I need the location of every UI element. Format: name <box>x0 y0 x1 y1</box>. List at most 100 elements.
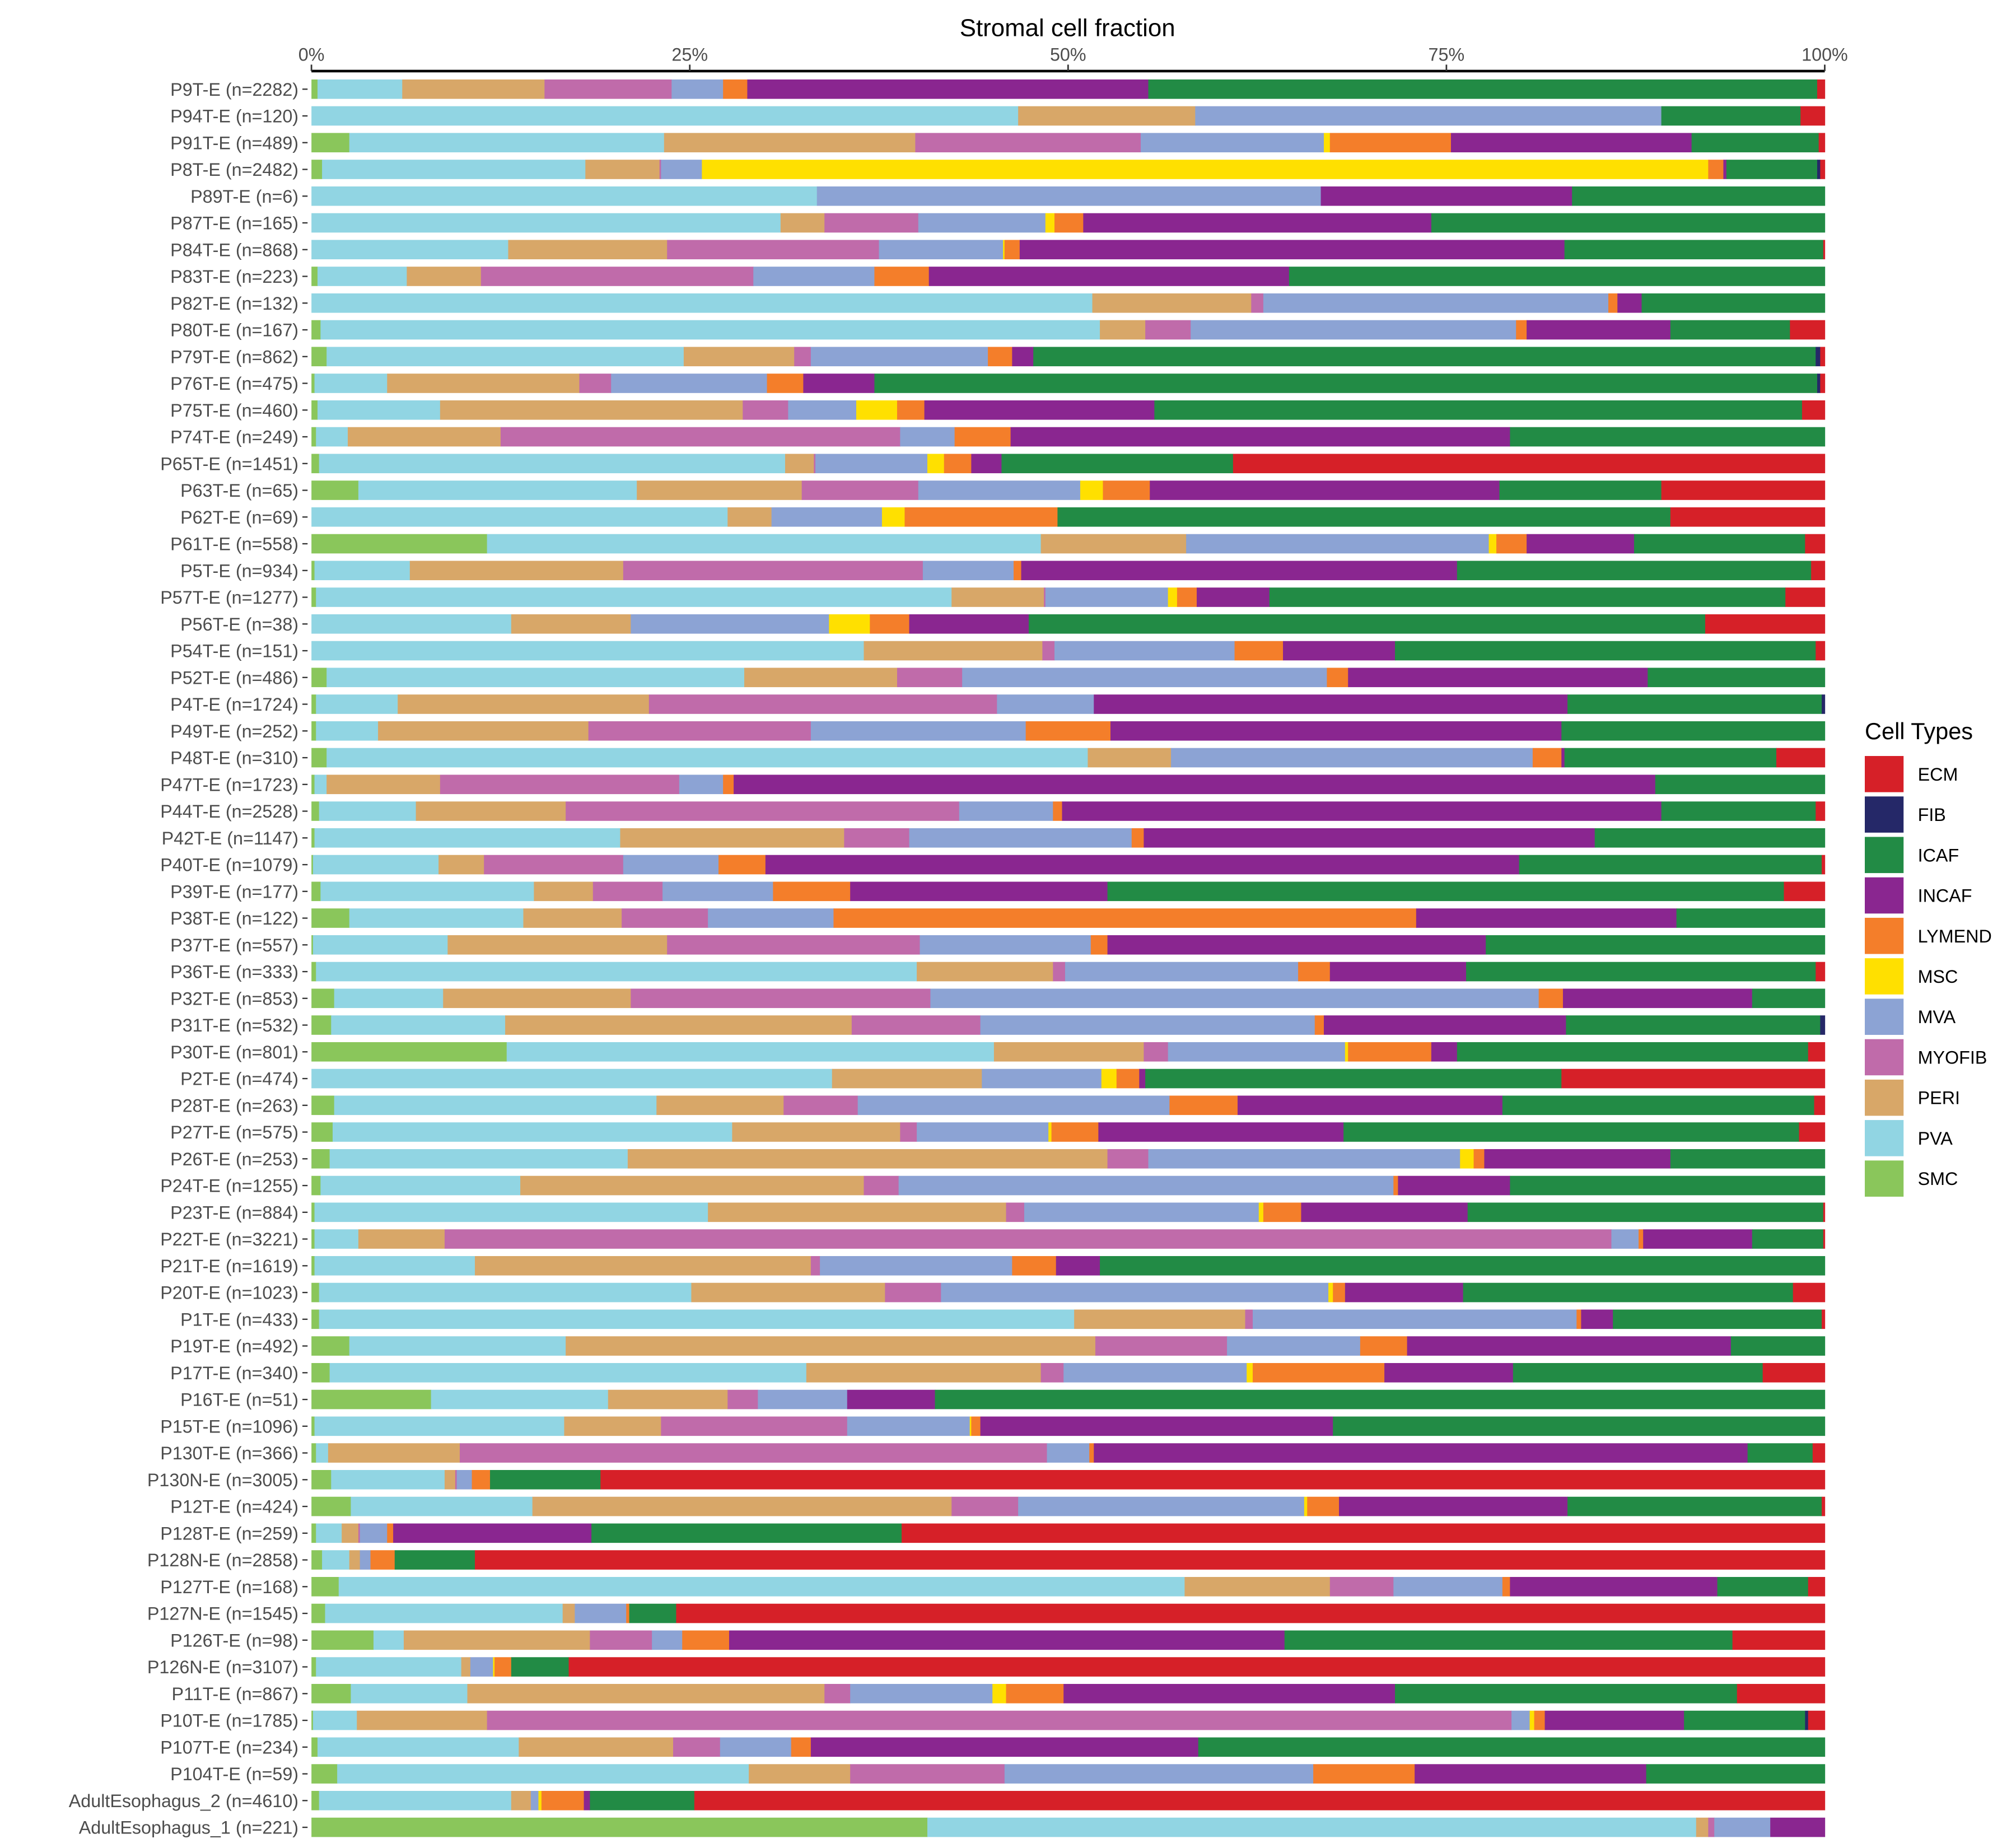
bar-row: P42T-E (n=1147) <box>162 828 1826 848</box>
legend-label: PVA <box>1918 1128 1953 1149</box>
bar-segment-incaf <box>1144 828 1595 848</box>
bar-segment-peri <box>785 454 815 474</box>
bar-segment-ecm <box>1823 1229 1826 1249</box>
bar-segment-ecm <box>1802 400 1826 420</box>
row-label: P4T-E (n=1724) <box>170 694 298 715</box>
bar-segment-myofib <box>661 1416 848 1436</box>
bar-row: P27T-E (n=575) <box>170 1122 1826 1142</box>
bar-segment-myofib <box>1107 1149 1149 1169</box>
bar-segment-msc <box>1258 1202 1264 1222</box>
bar-segment-smc <box>311 133 350 153</box>
bar-segment-mva <box>1168 1042 1346 1062</box>
bar-segment-incaf <box>765 855 1520 875</box>
bar-segment-pva <box>317 79 403 99</box>
bar-segment-smc <box>311 1684 352 1704</box>
bar-segment-msc <box>1328 1282 1333 1303</box>
bar-segment-smc <box>311 1496 352 1516</box>
bar-segment-myofib <box>743 400 789 420</box>
bar-segment-icaf <box>490 1470 601 1490</box>
bar-segment-smc <box>311 347 327 367</box>
bar-segment-myofib <box>1145 320 1191 340</box>
bar-segment-myofib <box>1251 293 1264 313</box>
bar-segment-myofib <box>824 213 919 233</box>
bar-segment-lymend <box>791 1737 811 1757</box>
bar-segment-icaf <box>1572 186 1826 206</box>
legend: Cell Types ECM FIB ICAF INCAF LYMEND MSC MVA MY… <box>1865 718 1992 1197</box>
bar-row: P57T-E (n=1277) <box>160 587 1826 608</box>
row-label: P49T-E (n=252) <box>170 721 298 741</box>
bar-segment-incaf <box>1527 320 1671 340</box>
bar-row: P87T-E (n=165) <box>170 213 1826 234</box>
bar-segment-incaf <box>1301 1202 1468 1222</box>
bar-segment-lymend <box>944 454 972 474</box>
bar-segment-smc <box>311 1122 333 1142</box>
bar-segment-peri <box>342 1523 359 1543</box>
bar-segment-incaf <box>1094 1443 1748 1463</box>
bar-segment-smc <box>311 1710 314 1730</box>
bar-row: P30T-E (n=801) <box>170 1042 1826 1062</box>
bar-segment-pva <box>320 320 1100 340</box>
bar-segment-lymend <box>1252 1362 1385 1383</box>
bar-segment-msc <box>1529 1710 1535 1730</box>
bar-segment-ecm <box>1737 1684 1826 1704</box>
bar-segment-lymend <box>1534 1710 1546 1730</box>
bar-segment-msc <box>702 160 1709 179</box>
bar-segment-incaf <box>1323 1015 1567 1035</box>
bar-segment-mva <box>850 1684 993 1704</box>
bar-row: P61T-E (n=558) <box>170 534 1826 554</box>
bar-segment-icaf <box>1033 347 1816 367</box>
bar-segment-mva <box>1024 1202 1259 1222</box>
bar-segment-myofib <box>459 1443 1048 1463</box>
bar-segment-lymend <box>1496 534 1527 554</box>
bar-segment-ecm <box>1822 1496 1826 1516</box>
bar-segment-pva <box>314 1229 359 1249</box>
bar-segment-peri <box>1092 293 1252 313</box>
bar-segment-myofib <box>783 1095 858 1116</box>
row-label: P75T-E (n=460) <box>170 400 298 421</box>
bar-segment-smc <box>311 1764 338 1784</box>
bar-row: P130T-E (n=366) <box>160 1443 1826 1463</box>
bar-segment-mva <box>575 1603 627 1623</box>
bar-segment-icaf <box>1198 1737 1826 1757</box>
bar-segment-mva <box>847 1416 970 1436</box>
bar-row: P75T-E (n=460) <box>170 400 1826 421</box>
bar-segment-mva <box>1263 293 1609 313</box>
bar-segment-incaf <box>1062 801 1662 821</box>
bar-segment-pva <box>314 828 621 848</box>
bar-segment-smc <box>311 1202 315 1222</box>
bar-row: P15T-E (n=1096) <box>160 1416 1826 1436</box>
bar-segment-lymend <box>1054 213 1084 233</box>
bar-segment-pva <box>317 1737 520 1757</box>
bar-segment-mva <box>753 267 875 286</box>
bar-segment-pva <box>314 1202 708 1222</box>
bar-segment-icaf <box>1457 561 1812 581</box>
bar-segment-ecm <box>1818 133 1826 153</box>
bar-segment-smc <box>311 1630 374 1650</box>
bar-segment-lymend <box>904 507 1058 527</box>
bar-segment-icaf <box>1284 1630 1733 1650</box>
bar-segment-pva <box>316 587 952 607</box>
bar-segment-msc <box>1304 1496 1308 1516</box>
bar-segment-ecm <box>1793 1282 1826 1303</box>
bar-segment-mva <box>941 1282 1329 1303</box>
bar-segment-icaf <box>511 1657 570 1677</box>
bar-segment-myofib <box>885 1282 942 1303</box>
bar-segment-smc <box>311 1015 332 1035</box>
bar-segment-mva <box>771 507 883 527</box>
bar-segment-icaf <box>935 1389 1826 1410</box>
bar-segment-lymend <box>626 1603 630 1623</box>
bar-segment-peri <box>534 881 594 902</box>
row-label: AdultEsophagus_1 (n=221) <box>79 1818 298 1838</box>
row-label: P127T-E (n=168) <box>160 1577 298 1597</box>
bar-segment-smc <box>311 1791 320 1810</box>
bar-segment-incaf <box>1416 908 1677 928</box>
bar-segment-peri <box>993 1042 1145 1062</box>
bar-segment-icaf <box>1519 855 1822 875</box>
bar-segment-smc <box>311 1443 316 1463</box>
bar-segment-smc <box>311 480 359 500</box>
bar-segment-pva <box>349 133 665 153</box>
legend-label: MVA <box>1918 1007 1956 1027</box>
bar-segment-ecm <box>1816 801 1826 821</box>
bar-segment-peri <box>627 1149 1108 1169</box>
bar-segment-mva <box>1195 106 1662 126</box>
